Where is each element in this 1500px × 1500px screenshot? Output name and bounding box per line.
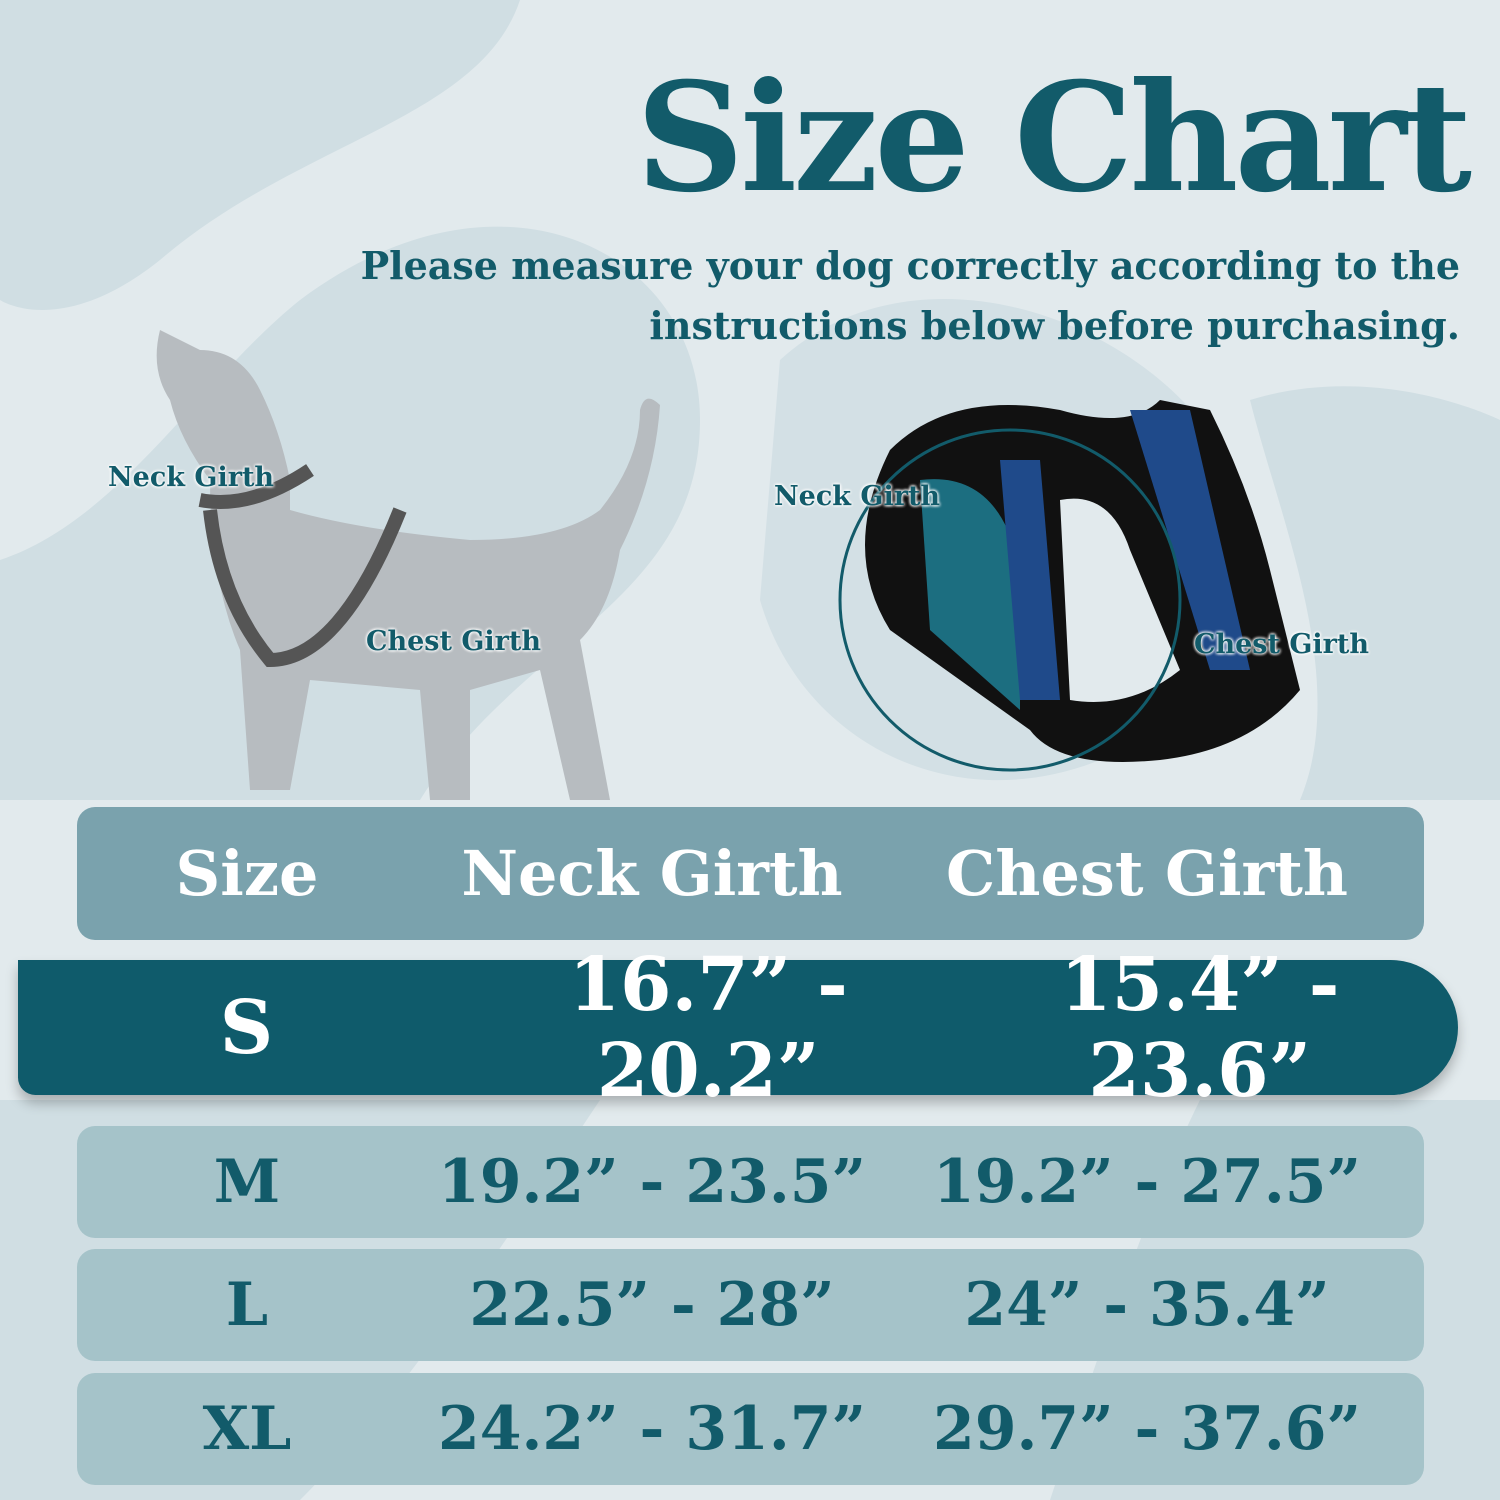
size-cell: XL: [202, 1394, 292, 1464]
chest-cell: 15.4” - 23.6”: [1060, 941, 1340, 1114]
table-row-xl: XL 24.2” - 31.7” 29.7” - 37.6”: [77, 1373, 1424, 1485]
harness-neck-girth-label: Neck Girth: [774, 481, 941, 512]
table-row-s: S 16.7” - 20.2” 15.4” - 23.6”: [18, 942, 1458, 1114]
neck-cell: 24.2” - 31.7”: [438, 1394, 866, 1464]
header-size: Size: [175, 837, 319, 910]
size-cell: M: [213, 1147, 281, 1217]
page-title: Size Chart: [635, 50, 1472, 226]
size-cell: L: [225, 1270, 269, 1340]
harness-image: [838, 400, 1300, 772]
neck-cell: 22.5” - 28”: [469, 1270, 835, 1340]
header-chest-girth: Chest Girth: [946, 837, 1348, 910]
dog-chest-girth-label: Chest Girth: [366, 626, 542, 657]
table-row-m: M 19.2” - 23.5” 19.2” - 27.5”: [77, 1126, 1424, 1238]
neck-cell: 16.7” - 20.2”: [568, 941, 848, 1114]
dog-neck-girth-label: Neck Girth: [108, 462, 275, 493]
neck-cell: 19.2” - 23.5”: [438, 1147, 866, 1217]
chest-cell: 19.2” - 27.5”: [933, 1147, 1361, 1217]
size-cell: S: [219, 984, 274, 1071]
table-row-l: L 22.5” - 28” 24” - 35.4”: [77, 1249, 1424, 1361]
dog-illustration: [156, 330, 660, 800]
chest-cell: 29.7” - 37.6”: [933, 1394, 1361, 1464]
harness-chest-girth-label: Chest Girth: [1194, 629, 1370, 660]
header-neck-girth: Neck Girth: [461, 837, 843, 910]
chest-cell: 24” - 35.4”: [964, 1270, 1330, 1340]
subtitle: Please measure your dog correctly accord…: [360, 243, 1460, 348]
table-header: Size Neck Girth Chest Girth: [77, 807, 1424, 940]
